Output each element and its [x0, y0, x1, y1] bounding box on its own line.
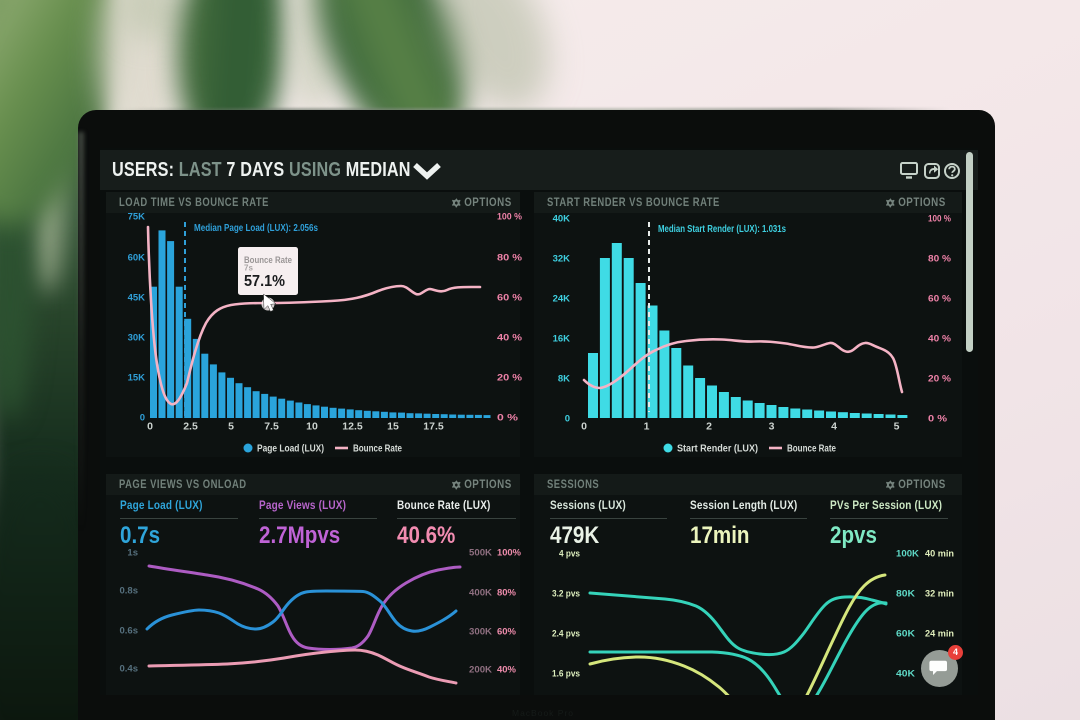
svg-text:60K: 60K — [896, 629, 915, 640]
svg-text:7.5: 7.5 — [264, 421, 279, 433]
svg-text:80K: 80K — [896, 589, 915, 600]
svg-text:2.4 pvs: 2.4 pvs — [552, 629, 580, 640]
svg-text:4: 4 — [831, 421, 837, 433]
svg-text:2.5: 2.5 — [183, 421, 198, 433]
svg-text:0: 0 — [565, 414, 570, 425]
svg-text:1.6 pvs: 1.6 pvs — [552, 669, 580, 680]
svg-text:45K: 45K — [128, 293, 146, 304]
svg-text:1: 1 — [644, 421, 650, 433]
svg-text:0.6s: 0.6s — [120, 626, 139, 637]
svg-text:0 %: 0 % — [928, 414, 948, 425]
svg-text:Page Load (LUX): Page Load (LUX) — [257, 444, 324, 455]
svg-text:40 %: 40 % — [497, 333, 523, 344]
svg-text:400K: 400K — [469, 588, 492, 599]
svg-text:32K: 32K — [553, 254, 571, 265]
svg-text:75K: 75K — [128, 212, 146, 223]
svg-text:Bounce Rate: Bounce Rate — [353, 444, 402, 455]
svg-text:20 %: 20 % — [928, 374, 952, 385]
svg-text:2: 2 — [706, 421, 712, 433]
svg-text:12.5: 12.5 — [342, 421, 363, 433]
svg-text:24 min: 24 min — [925, 629, 954, 640]
svg-text:5: 5 — [894, 421, 900, 433]
svg-text:60%: 60% — [497, 627, 517, 638]
svg-text:7s: 7s — [244, 264, 253, 273]
svg-text:0: 0 — [581, 421, 587, 433]
svg-text:100%: 100% — [497, 548, 522, 559]
svg-text:5: 5 — [228, 421, 234, 433]
svg-text:40K: 40K — [896, 669, 915, 680]
svg-text:57.1%: 57.1% — [244, 273, 285, 290]
svg-text:3.2 pvs: 3.2 pvs — [552, 589, 580, 600]
svg-text:30K: 30K — [128, 333, 146, 344]
svg-text:24K: 24K — [553, 294, 571, 305]
svg-text:17.5: 17.5 — [423, 421, 444, 433]
svg-text:1s: 1s — [127, 548, 138, 559]
svg-text:20 %: 20 % — [497, 373, 523, 384]
svg-text:Start Render (LUX): Start Render (LUX) — [677, 444, 758, 455]
svg-text:0: 0 — [147, 421, 153, 433]
svg-text:80 %: 80 % — [497, 253, 523, 264]
svg-text:16K: 16K — [553, 334, 571, 345]
svg-text:8K: 8K — [558, 374, 570, 385]
svg-text:15: 15 — [387, 421, 399, 433]
svg-text:0: 0 — [140, 413, 145, 424]
svg-text:60 %: 60 % — [497, 293, 523, 304]
svg-text:100 %: 100 % — [928, 214, 951, 225]
svg-text:Bounce Rate: Bounce Rate — [244, 255, 292, 266]
svg-text:40 %: 40 % — [928, 334, 952, 345]
svg-text:100 %: 100 % — [497, 212, 523, 223]
svg-text:Median Page Load (LUX): 2.056s: Median Page Load (LUX): 2.056s — [194, 223, 318, 234]
svg-text:32 min: 32 min — [925, 589, 954, 600]
svg-text:60 %: 60 % — [928, 294, 952, 305]
svg-text:300K: 300K — [469, 627, 492, 638]
svg-text:40K: 40K — [553, 214, 571, 225]
svg-text:3: 3 — [769, 421, 775, 433]
svg-text:0.8s: 0.8s — [120, 586, 139, 597]
svg-text:60K: 60K — [128, 253, 146, 264]
svg-text:80 %: 80 % — [928, 254, 952, 265]
svg-text:0.4s: 0.4s — [120, 664, 139, 675]
svg-text:80%: 80% — [497, 588, 517, 599]
svg-text:40 min: 40 min — [925, 549, 954, 560]
svg-text:0 %: 0 % — [497, 413, 519, 424]
svg-text:Bounce Rate: Bounce Rate — [787, 444, 836, 455]
svg-text:200K: 200K — [469, 665, 492, 676]
svg-text:500K: 500K — [469, 548, 492, 559]
svg-text:Median Start Render (LUX): 1.0: Median Start Render (LUX): 1.031s — [658, 224, 786, 235]
svg-text:15K: 15K — [128, 373, 146, 384]
svg-text:4 pvs: 4 pvs — [559, 549, 580, 560]
svg-text:40%: 40% — [497, 665, 517, 676]
svg-text:10: 10 — [306, 421, 318, 433]
svg-text:100K: 100K — [896, 549, 919, 560]
